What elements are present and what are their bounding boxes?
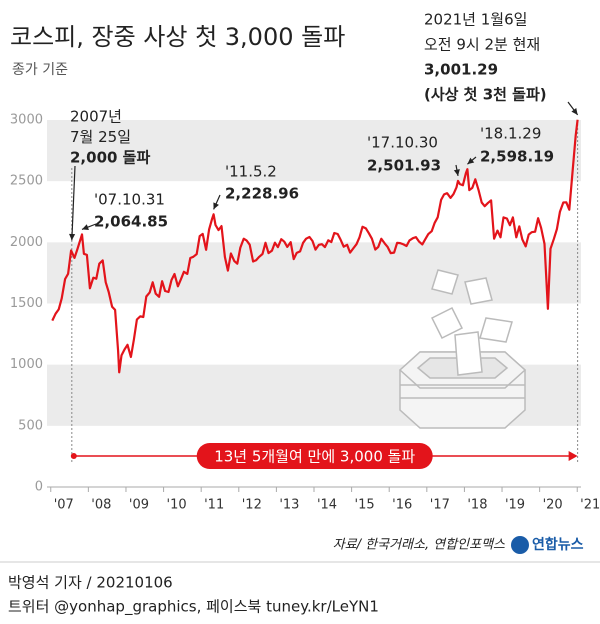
annotation-text: 3,001.29 (424, 61, 498, 79)
x-tick-label: '17 (430, 498, 450, 513)
x-tick-label: '14 (317, 498, 337, 513)
annotation-arrow (71, 165, 76, 241)
annotation-text: 2,598.19 (480, 148, 554, 166)
annotation-text: 2,228.96 (225, 185, 299, 203)
annotation-text: 2007년 (70, 108, 122, 126)
y-tick-label: 0 (35, 480, 43, 495)
x-tick-label: '19 (505, 498, 525, 513)
annotation-text: 오전 9시 2분 현재 (424, 36, 540, 54)
y-tick-label: 500 (18, 418, 43, 433)
annotation-text: '17.10.30 (367, 134, 438, 152)
annotation-text: 2,064.85 (94, 213, 168, 231)
annotation-arrowhead (467, 157, 475, 165)
range-start (70, 453, 77, 459)
y-tick-label: 2000 (10, 235, 43, 250)
annotation-text: 2021년 1월6일 (424, 11, 527, 29)
annotation-text: 2,501.93 (367, 157, 441, 175)
x-tick-label: '08 (91, 498, 111, 513)
range-label: 13년 5개월여 만에 3,000 돌파 (214, 448, 415, 466)
social: 트위터 @yonhap_graphics, 페이스북 tuney.kr/LeYN… (8, 598, 379, 617)
annotation-arrowhead (453, 169, 460, 176)
x-tick-label: '16 (392, 498, 412, 513)
x-tick-label: '13 (279, 498, 299, 513)
annotation-arrowhead (571, 107, 578, 115)
x-tick-label: '09 (129, 498, 149, 513)
x-tick-label: '10 (167, 498, 187, 513)
kospi-line (51, 119, 579, 374)
x-tick-label: '18 (467, 498, 487, 513)
x-tick-label: '07 (54, 498, 74, 513)
annotation-arrowhead (213, 202, 219, 210)
logo-icon (511, 536, 529, 554)
source: 자료/ 한국거래소, 연합인포맥스 (333, 538, 505, 553)
range-label-box (196, 443, 433, 469)
y-tick-label: 2500 (10, 174, 43, 189)
range-arrow (568, 451, 578, 461)
annotation-text: '18.1.29 (480, 125, 541, 143)
y-tick-label: 1500 (10, 296, 43, 311)
x-tick-label: '15 (355, 498, 375, 513)
annotation-text: 2,000 돌파 (70, 149, 150, 167)
x-tick-label: '12 (242, 498, 262, 513)
x-tick-label: '20 (543, 498, 563, 513)
chart-title: 코스피, 장중 사상 첫 3,000 돌파 (10, 23, 345, 51)
x-tick-label: '21 (580, 498, 600, 513)
annotation-arrowhead (69, 233, 76, 241)
annotation-text: 7월 25일 (70, 128, 131, 146)
annotation-text: (사상 첫 3천 돌파) (424, 86, 547, 104)
grid-band (47, 120, 581, 182)
annotation-arrowhead (81, 224, 89, 230)
byline: 박영석 기자 / 20210106 (8, 574, 173, 592)
annotation-text: '07.10.31 (94, 191, 165, 209)
x-tick-label: '11 (204, 498, 224, 513)
annotation-text: '11.5.2 (225, 163, 277, 181)
chart-subtitle: 종가 기준 (12, 62, 68, 78)
grid-band (47, 242, 581, 304)
logo: 연합뉴스 (532, 536, 584, 553)
y-tick-label: 3000 (10, 113, 43, 128)
ballot-box-illustration (398, 269, 527, 429)
y-tick-label: 1000 (10, 357, 43, 372)
